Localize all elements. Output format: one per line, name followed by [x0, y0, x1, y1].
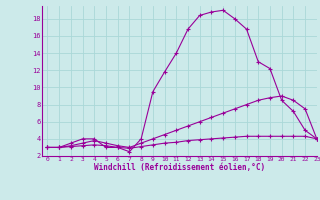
X-axis label: Windchill (Refroidissement éolien,°C): Windchill (Refroidissement éolien,°C): [94, 163, 265, 172]
